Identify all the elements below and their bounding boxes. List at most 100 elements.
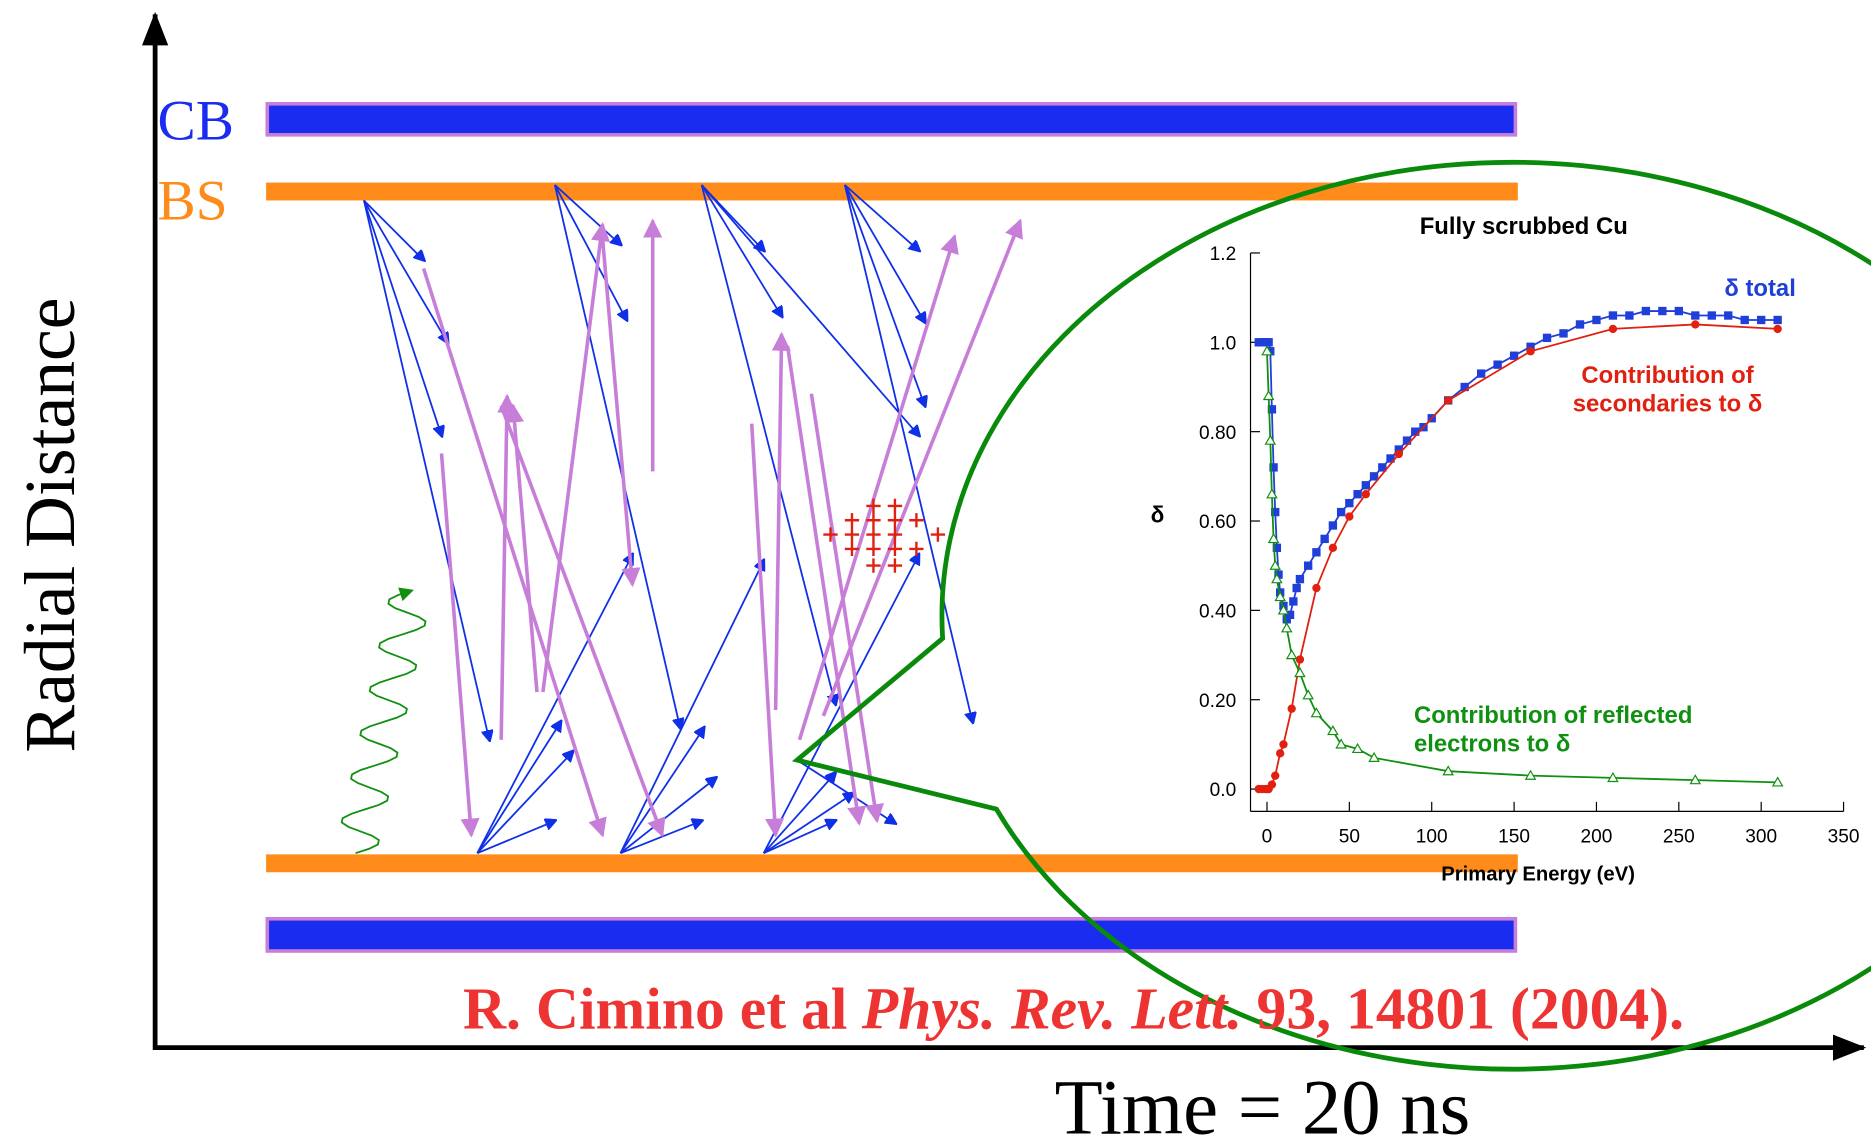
data-point [1336, 740, 1346, 748]
diagram: CB BS Radial Distance Time = 20 ns Fully… [0, 0, 1871, 1140]
citation-authors: R. Cimino et al [463, 976, 847, 1042]
data-point [1609, 311, 1617, 319]
data-point [1268, 780, 1276, 788]
cb-label: CB [158, 90, 234, 153]
y-tick-label: 1.0 [1210, 333, 1237, 354]
data-point [1576, 320, 1584, 328]
data-point [1337, 508, 1345, 516]
data-point [1295, 668, 1305, 676]
x-tick-label: 250 [1663, 826, 1695, 847]
legend-reflected: Contribution of reflected electrons to δ [1414, 702, 1796, 759]
data-point [1559, 329, 1567, 337]
secondary-electron-arrow [845, 185, 925, 322]
cb-bottom [267, 919, 1515, 951]
data-point [1362, 481, 1370, 489]
citation-journal: Phys. Rev. Lett. [861, 976, 1242, 1042]
data-point [1526, 347, 1534, 355]
y-tick-label: 0.0 [1210, 780, 1237, 801]
bs-label: BS [158, 170, 228, 233]
data-point [1477, 369, 1485, 377]
secondary-electron-arrow [477, 722, 561, 853]
secondary-electron-arrow [620, 778, 715, 853]
citation: R. Cimino et alPhys. Rev. Lett.93, 14801… [463, 976, 1684, 1042]
data-point [1320, 535, 1328, 543]
x-axis-label: Time = 20 ns [1055, 1065, 1471, 1140]
secondary-electron-arrow [845, 185, 973, 722]
photoelectron-arrow [752, 424, 776, 836]
y-axis-title: δ [1151, 502, 1165, 528]
x-axis-title: Primary Energy (eV) [1441, 864, 1635, 886]
secondary-electron-arrow [477, 821, 555, 853]
photoelectron-arrow [501, 396, 507, 740]
data-point [1271, 771, 1279, 779]
y-tick-label: 1.2 [1210, 244, 1237, 265]
x-tick-label: 350 [1828, 826, 1860, 847]
data-point [1741, 316, 1749, 324]
data-point [1773, 325, 1781, 333]
data-point [1543, 334, 1551, 342]
y-tick-label: 0.40 [1199, 602, 1236, 623]
data-point [1625, 311, 1633, 319]
secondary-electron-arrow [797, 760, 895, 823]
y-tick-label: 0.80 [1199, 423, 1236, 444]
data-point [1362, 490, 1370, 498]
data-point [1304, 562, 1312, 570]
citation-details: 93, 14801 (2004). [1257, 976, 1685, 1042]
data-point [1403, 436, 1411, 444]
cb-top [267, 104, 1515, 135]
legend-secondaries: Contribution of secondaries to δ [1551, 362, 1784, 419]
data-point [1303, 690, 1313, 698]
x-tick-label: 100 [1416, 826, 1448, 847]
data-point [1369, 753, 1379, 761]
secondary-electron-arrow [364, 200, 442, 435]
data-point [1282, 623, 1292, 631]
data-point [1292, 584, 1300, 592]
data-point [1312, 584, 1320, 592]
data-point [1312, 708, 1322, 716]
y-tick-label: 0.20 [1199, 691, 1236, 712]
data-point [1411, 427, 1419, 435]
data-point [1287, 650, 1297, 658]
data-point [1353, 490, 1361, 498]
data-point [1288, 704, 1296, 712]
data-point [1675, 307, 1683, 315]
data-point [1296, 575, 1304, 583]
data-point [1329, 544, 1337, 552]
data-point [1658, 307, 1666, 315]
secondary-electron-arrow [477, 752, 572, 853]
y-axis-label: Radial Distance [11, 297, 90, 752]
data-point [1444, 396, 1452, 404]
secondary-electron-arrow [620, 821, 701, 853]
data-point [1609, 325, 1617, 333]
photon-wave [342, 591, 426, 854]
secondary-electron-arrow [364, 200, 448, 342]
legend-total: δ total [1551, 274, 1796, 303]
data-point [1345, 512, 1353, 520]
x-tick-label: 50 [1339, 826, 1360, 847]
secondary-electron-arrow [702, 185, 782, 316]
data-point [1296, 655, 1304, 663]
data-point [1345, 499, 1353, 507]
data-point [1691, 320, 1699, 328]
photoelectron-arrow [543, 224, 603, 692]
photoelectron-arrow [823, 221, 1020, 716]
photoelectron-arrow [776, 334, 782, 710]
secondary-electron-arrow [555, 185, 627, 320]
data-point [1757, 316, 1765, 324]
bs-bottom [266, 854, 1518, 872]
x-tick-label: 300 [1745, 826, 1777, 847]
y-tick-label: 0.60 [1199, 512, 1236, 533]
data-point [1329, 521, 1337, 529]
data-point [1276, 749, 1284, 757]
data-point [1724, 311, 1732, 319]
chart-title: Fully scrubbed Cu [1420, 213, 1628, 240]
data-point [1264, 338, 1272, 346]
data-point [1395, 450, 1403, 458]
data-point [1289, 597, 1297, 605]
data-point [1279, 740, 1287, 748]
slide: CB BS Radial Distance Time = 20 ns Fully… [0, 0, 1871, 1140]
data-point [1773, 316, 1781, 324]
data-point [1708, 311, 1716, 319]
photoelectron-arrow [799, 236, 954, 740]
data-point [1493, 360, 1501, 368]
